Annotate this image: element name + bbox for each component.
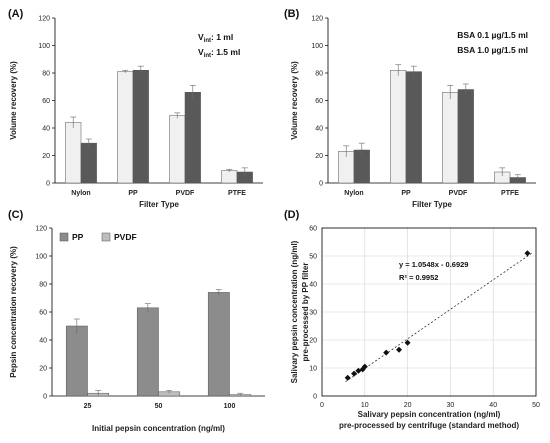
x-tick-label: PP (128, 190, 138, 197)
y-tick-label: 40 (315, 126, 323, 133)
legend-entry: Vint: 1.5 ml (198, 47, 240, 59)
y-tick-label: 80 (39, 282, 47, 289)
legend-swatch (59, 232, 69, 242)
y-tick-label: 40 (309, 282, 317, 289)
y-tick-label: 100 (38, 43, 50, 50)
y-axis-label: Salivary pepsin concentration (ng/ml) (290, 240, 299, 383)
panel-b: (B) 0 20 40 60 80 100 120 Nylon PP PVDF PTFE Filter … (284, 8, 536, 209)
data-point (361, 363, 368, 370)
y-tick-label: 60 (309, 226, 317, 233)
data-point (344, 374, 351, 381)
data-point (524, 250, 531, 257)
bar (184, 92, 201, 184)
x-tick-label: 10 (361, 402, 369, 409)
legend-swatch (101, 232, 111, 242)
y-tick-label: 0 (43, 394, 47, 401)
x-tick-label: PP (401, 190, 411, 197)
panel-label: (B) (284, 8, 300, 20)
x-tick-label: PTFE (228, 190, 246, 197)
y-axis-label: pre-processed by PP filter (301, 263, 310, 362)
bar (457, 89, 474, 184)
x-tick-label: 100 (224, 403, 236, 410)
y-tick-label: 60 (39, 310, 47, 317)
y-tick-label: 20 (39, 366, 47, 373)
x-tick-label: 0 (320, 402, 324, 409)
data-point (383, 349, 390, 356)
y-tick-label: 120 (38, 16, 50, 23)
x-tick-label: PVDF (449, 190, 468, 197)
y-tick-label: 10 (309, 366, 317, 373)
y-tick-label: 100 (311, 43, 323, 50)
x-axis-label: pre-processed by centrifuge (standard me… (339, 421, 519, 430)
bar (442, 92, 459, 184)
x-axis-label: Initial pepsin concentration (ng/ml) (92, 424, 225, 433)
trend-equation: y = 1.0548x - 0.6929 (399, 260, 468, 269)
y-axis-label: Volume recovery (%) (290, 61, 299, 140)
y-tick-label: 80 (315, 71, 323, 78)
panel-a: (A) 0 20 40 60 80 100 120 Nylon PP PVDF PTFE Filter … (8, 8, 263, 209)
y-tick-label: 40 (42, 126, 50, 133)
r-squared: R² = 0.9952 (399, 273, 438, 282)
bar (221, 170, 238, 184)
legend-entry: Vint: 1 ml (198, 32, 233, 44)
panel-c: (C) 0 20 40 60 80 100 120 25 50 100 Initial pepsin … (8, 209, 265, 433)
y-tick-label: 20 (309, 338, 317, 345)
x-tick-label: 25 (84, 403, 92, 410)
panel-label: (C) (8, 209, 24, 221)
x-tick-label: 30 (447, 402, 455, 409)
y-tick-label: 60 (42, 98, 50, 105)
bar (405, 71, 422, 184)
data-point (404, 339, 411, 346)
y-tick-label: 0 (319, 181, 323, 188)
x-axis-label: Salivary pepsin concentration (ng/ml) (358, 410, 501, 419)
panel-label: (A) (8, 8, 24, 20)
y-tick-label: 0 (313, 394, 317, 401)
y-tick-label: 40 (39, 338, 47, 345)
trend-line (345, 252, 532, 383)
y-tick-label: 0 (46, 181, 50, 188)
legend-entry: BSA 1.0 µg/1.5 ml (457, 45, 528, 55)
panel-label: (D) (284, 209, 300, 221)
bar (65, 325, 88, 397)
x-axis-label: Filter Type (412, 200, 452, 209)
x-tick-label: 50 (532, 402, 540, 409)
legend-entry: PP (72, 232, 84, 242)
panel-d: (D) 0 10 20 30 40 50 60 0 10 20 30 40 50 y = 1.0548x -… (284, 209, 540, 430)
bar (136, 307, 159, 397)
bar (80, 142, 97, 184)
x-axis-label: Filter Type (139, 200, 179, 209)
bar (65, 122, 82, 184)
x-tick-label: PTFE (501, 190, 519, 197)
x-tick-label: 20 (404, 402, 412, 409)
bar (390, 70, 407, 184)
y-tick-label: 60 (315, 98, 323, 105)
y-tick-label: 120 (35, 226, 47, 233)
data-point (396, 346, 403, 353)
x-tick-label: Nylon (344, 190, 363, 197)
bar (132, 70, 149, 184)
y-axis-label: Pepsin concentration recovery (%) (9, 246, 18, 378)
bar (117, 71, 134, 184)
legend-entry: PVDF (114, 232, 137, 242)
y-tick-label: 80 (42, 71, 50, 78)
y-tick-label: 30 (309, 310, 317, 317)
y-tick-label: 50 (309, 254, 317, 261)
y-axis-label: Volume recovery (%) (9, 61, 18, 140)
bar (207, 292, 230, 397)
x-tick-label: Nylon (71, 190, 90, 197)
y-tick-label: 120 (311, 16, 323, 23)
x-tick-label: 40 (489, 402, 497, 409)
y-tick-label: 20 (315, 153, 323, 160)
plot-frame (321, 227, 537, 397)
x-tick-label: PVDF (176, 190, 195, 197)
y-tick-label: 20 (42, 153, 50, 160)
bar (169, 115, 186, 184)
data-point (351, 370, 358, 377)
y-tick-label: 100 (35, 254, 47, 261)
legend-entry: BSA 0.1 µg/1.5 ml (457, 30, 528, 40)
x-tick-label: 50 (155, 403, 163, 410)
